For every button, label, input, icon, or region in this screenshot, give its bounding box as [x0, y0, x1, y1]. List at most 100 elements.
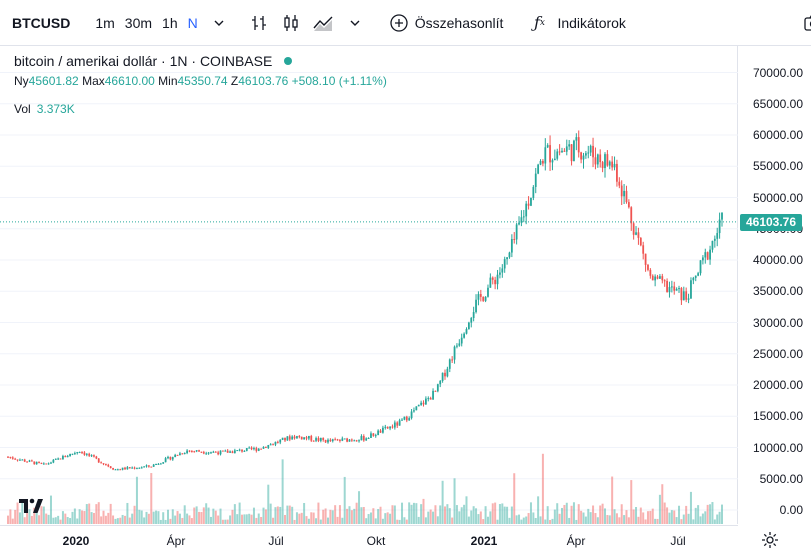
- candle-body: [479, 294, 482, 297]
- volume-bar: [317, 502, 320, 524]
- candle-body: [467, 322, 470, 330]
- candle-body: [522, 216, 525, 218]
- volume-bar: [678, 505, 681, 524]
- volume-bar: [405, 519, 408, 524]
- volume-bar: [692, 519, 695, 524]
- candle-body: [608, 161, 611, 166]
- volume-bar: [255, 517, 258, 524]
- volume-bar: [52, 517, 55, 524]
- low-value: 45350.74: [177, 74, 228, 88]
- volume-bar: [441, 480, 444, 524]
- volume-bar: [140, 510, 143, 524]
- volume-bar: [592, 505, 595, 524]
- candle-body: [544, 147, 547, 164]
- volume-bar: [329, 509, 332, 524]
- candle-body: [274, 441, 277, 445]
- candle-body: [90, 455, 93, 457]
- candle-body: [453, 346, 456, 360]
- candle-body: [625, 190, 628, 203]
- candle-body: [286, 436, 289, 441]
- area-style-button[interactable]: [307, 0, 339, 46]
- compare-button[interactable]: Összehasonlít: [379, 0, 512, 46]
- interval-1m-button[interactable]: 1m: [95, 14, 115, 31]
- volume-bar: [38, 515, 41, 524]
- candle-body: [487, 287, 489, 297]
- candle-body: [152, 464, 155, 467]
- volume-bar: [315, 518, 318, 524]
- candle-body: [157, 463, 160, 465]
- volume-bar: [343, 476, 346, 524]
- volume-bar: [537, 496, 540, 524]
- price-tick-label: 30000.00: [752, 315, 803, 330]
- price-scale[interactable]: 70000.00 65000.00 60000.00 55000.00 50000.00…: [739, 46, 811, 524]
- candle-body: [632, 223, 635, 235]
- candle-body: [348, 439, 351, 442]
- candle-body: [616, 163, 618, 182]
- interval-day-button[interactable]: N: [187, 14, 198, 31]
- price-tick-label: 55000.00: [752, 159, 803, 174]
- volume-bar: [563, 504, 566, 524]
- candle-body: [644, 253, 647, 265]
- candle-body: [439, 380, 442, 385]
- volume-bar: [527, 513, 530, 524]
- volume-bar: [350, 510, 353, 524]
- candle-body: [85, 453, 88, 455]
- candle-body: [360, 436, 363, 441]
- market-status-icon[interactable]: [284, 57, 293, 65]
- chart-pane[interactable]: [0, 46, 738, 524]
- volume-bar: [611, 476, 614, 524]
- plus-circle-icon: [387, 11, 411, 35]
- time-scale[interactable]: 2020 Ápr Júl Okt 2021 Ápr Júl: [0, 525, 738, 559]
- volume-bar: [625, 510, 628, 524]
- candle-body: [382, 427, 384, 433]
- candle-body: [408, 418, 411, 421]
- candle-body: [88, 453, 91, 456]
- snapshot-button[interactable]: [792, 0, 811, 46]
- candle-body: [601, 162, 604, 169]
- volume-bar: [109, 503, 112, 524]
- candle-body: [565, 146, 568, 152]
- candle-body: [145, 465, 148, 467]
- indicators-label: Indikátorok: [557, 14, 626, 31]
- volume-bar: [310, 512, 313, 524]
- price-chart[interactable]: [0, 46, 738, 524]
- volume-bar: [133, 505, 136, 524]
- tradingview-logo-icon[interactable]: [18, 496, 44, 519]
- settings-gear-icon[interactable]: [760, 530, 780, 550]
- candle-body: [386, 426, 389, 429]
- candle-body: [434, 390, 437, 392]
- candle-body: [7, 456, 9, 458]
- candle-body: [627, 202, 630, 208]
- volume-bar: [264, 509, 267, 524]
- candle-body: [226, 450, 229, 453]
- candle-body: [231, 451, 234, 454]
- bar-style-button[interactable]: [243, 0, 275, 46]
- volume-bar: [372, 508, 375, 524]
- candle-body: [183, 453, 186, 455]
- volume-bar: [81, 510, 84, 524]
- candle-body: [451, 359, 454, 361]
- interval-1h-button[interactable]: 1h: [162, 14, 178, 31]
- volume-bar: [601, 503, 604, 524]
- volume-bar: [620, 504, 623, 524]
- volume-bar: [549, 519, 552, 524]
- volume-bar: [16, 502, 19, 524]
- candle-body: [596, 154, 599, 165]
- interval-dropdown-button[interactable]: [203, 0, 235, 46]
- candle-body: [613, 163, 616, 168]
- candle-style-button[interactable]: [275, 0, 307, 46]
- chart-style-dropdown-button[interactable]: [339, 0, 371, 46]
- volume-bar: [326, 517, 329, 524]
- volume-bar: [489, 511, 492, 524]
- candle-body: [315, 438, 317, 441]
- volume-bar: [460, 507, 463, 524]
- volume-bar: [73, 508, 76, 524]
- interval-30m-button[interactable]: 30m: [124, 14, 153, 31]
- candle-body: [107, 464, 110, 467]
- volume-bar: [40, 506, 43, 524]
- volume-bar: [226, 519, 229, 524]
- volume-bar: [529, 502, 532, 524]
- candle-body: [64, 456, 67, 458]
- symbol-search-button[interactable]: BTCUSD: [12, 14, 71, 31]
